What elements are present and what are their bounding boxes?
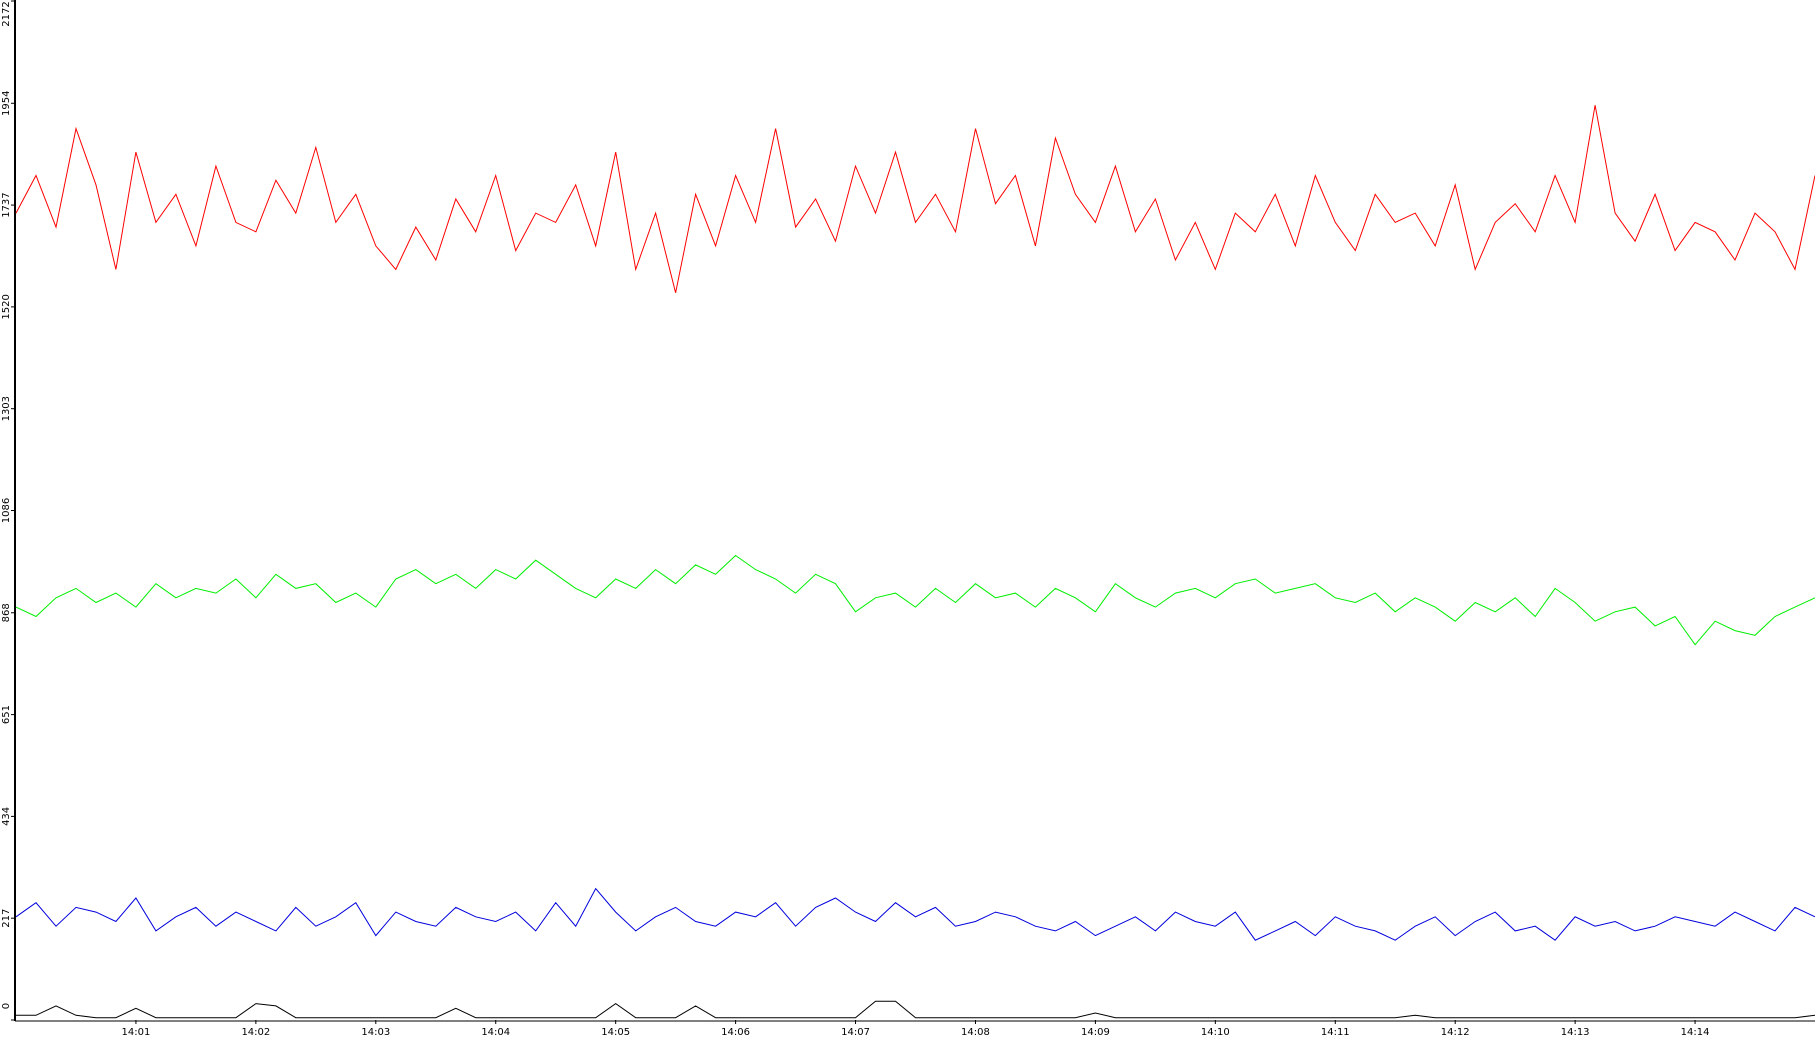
x-tick-label: 14:06 — [721, 1027, 750, 1038]
y-tick-label: 651 — [1, 705, 12, 724]
y-tick-label: 1520 — [1, 294, 12, 319]
y-tick-label: 0 — [1, 1003, 12, 1009]
series-line — [16, 1000, 1815, 1019]
y-tick-label: 1954 — [1, 91, 12, 116]
x-tick-label: 14:13 — [1561, 1027, 1590, 1038]
y-tick-label: 2172 — [1, 1, 12, 26]
y-tick-label: 217 — [1, 909, 12, 928]
y-tick-label: 1303 — [1, 396, 12, 421]
y-tick-label: 1737 — [1, 192, 12, 217]
x-tick-label: 14:14 — [1681, 1027, 1710, 1038]
x-tick-label: 14:03 — [361, 1027, 390, 1038]
series-line — [15, 105, 1815, 293]
x-tick-label: 14:04 — [481, 1027, 510, 1038]
x-tick-label: 14:09 — [1081, 1027, 1110, 1038]
x-tick-label: 14:07 — [841, 1027, 870, 1038]
x-tick-label: 14:11 — [1321, 1027, 1350, 1038]
series-line — [15, 554, 1815, 646]
y-tick-label: 434 — [1, 807, 12, 826]
x-tick-label: 14:10 — [1201, 1027, 1230, 1038]
x-tick-label: 14:08 — [961, 1027, 990, 1038]
y-tick-label: 1086 — [1, 498, 12, 523]
x-tick-label: 14:05 — [601, 1027, 630, 1038]
y-tick-label: 868 — [1, 603, 12, 622]
series-line — [15, 887, 1815, 941]
x-tick-label: 14:02 — [241, 1027, 270, 1038]
x-tick-label: 14:12 — [1441, 1027, 1470, 1038]
x-tick-label: 14:01 — [122, 1027, 151, 1038]
